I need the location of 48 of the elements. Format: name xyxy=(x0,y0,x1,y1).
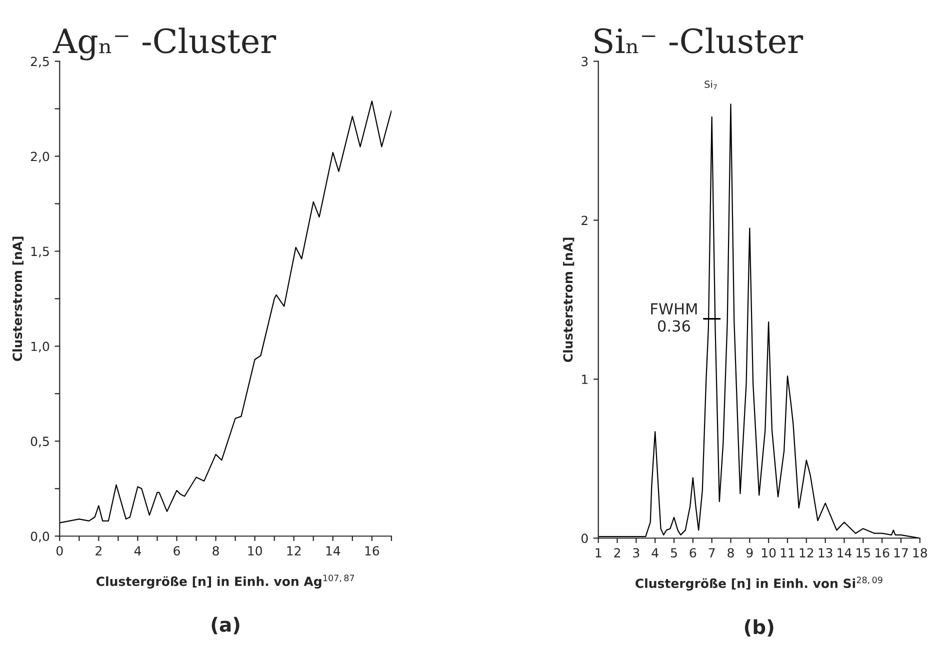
x-tick-label: 15 xyxy=(856,548,870,558)
x-tick-label: 2 xyxy=(96,546,102,556)
x-tick-label: 16 xyxy=(875,548,890,558)
x-tick-label: 14 xyxy=(838,548,852,558)
x-tick-label: 6 xyxy=(174,546,180,556)
y-tick-label: 2,0 xyxy=(30,152,50,162)
x-tick-label: 7 xyxy=(708,548,715,558)
x-tick-label: 4 xyxy=(134,546,141,556)
x-tick-label: 8 xyxy=(212,546,219,556)
annotation: FWHM 0.36 xyxy=(651,303,697,332)
x-tick-label: 14 xyxy=(326,546,340,556)
y-axis-title: Clusterstrom [nA] xyxy=(12,236,24,362)
y-tick-label: 0 xyxy=(581,534,588,544)
chart-title: Siₙ⁻ -Cluster xyxy=(594,28,804,54)
x-tick-label: 12 xyxy=(287,546,301,556)
y-axis-title: Clusterstrom [nA] xyxy=(563,238,574,362)
x-tick-label: 0 xyxy=(56,546,63,556)
annotation: Si$_{7}$ xyxy=(704,80,717,90)
y-tick-label: 1 xyxy=(582,374,588,384)
y-tick-label: 2 xyxy=(582,216,588,225)
x-tick-label: 10 xyxy=(248,546,262,556)
x-tick-label: 11 xyxy=(780,548,794,558)
x-tick-label: 4 xyxy=(652,548,658,558)
y-tick-label: 1,0 xyxy=(31,342,50,352)
x-tick-label: 10 xyxy=(762,548,776,558)
x-axis-title: Clustergröße [n] in Einh. von Ag$^{107,87}$ xyxy=(96,574,354,589)
x-tick-label: 1 xyxy=(596,548,602,558)
x-axis-title: Clustergröße [n] in Einh. von Si$^{28,09}$ xyxy=(636,576,882,591)
x-tick-label: 13 xyxy=(818,548,832,558)
x-tick-label: 3 xyxy=(633,548,640,558)
chart-title: Agₙ⁻ -Cluster xyxy=(52,28,276,60)
x-tick-label: 2 xyxy=(614,548,620,558)
y-tick-label: 2,5 xyxy=(30,56,49,68)
x-tick-label: 16 xyxy=(365,546,380,556)
x-tick-label: 8 xyxy=(728,548,734,558)
x-tick-label: 9 xyxy=(746,548,753,558)
x-tick-label: 6 xyxy=(690,548,696,558)
x-tick-label: 18 xyxy=(913,548,927,558)
text: (a) xyxy=(212,616,240,634)
x-tick-label: 12 xyxy=(800,548,814,558)
x-tick-label: 17 xyxy=(894,548,908,558)
x-tick-label: 5 xyxy=(670,548,677,558)
y-tick-label: 0,5 xyxy=(30,436,49,448)
y-tick-label: 1,5 xyxy=(31,246,49,258)
y-tick-label: 0,0 xyxy=(30,532,50,542)
line-series xyxy=(60,100,392,524)
text: (b) xyxy=(744,619,774,637)
y-tick-label: 3 xyxy=(582,56,588,66)
